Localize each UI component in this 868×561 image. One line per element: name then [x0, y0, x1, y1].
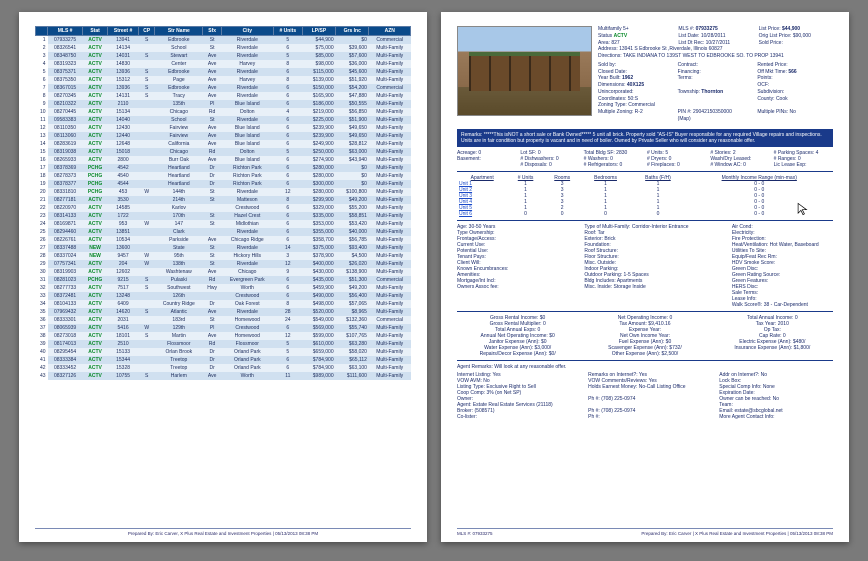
- table-row: 2008331810PCHG453W144thStRiverdale12$280…: [36, 188, 411, 196]
- table-row: 2208220970ACTV14585KarlovCrestwood6$329,…: [36, 204, 411, 212]
- right-footer: MLS #: 07933275 Prepared By: Eric Carver…: [457, 528, 833, 536]
- listing-table: MLS #StatStreet #CPStr NameSfxCity# Unit…: [35, 26, 411, 380]
- directions: Directions: TAKE INDIANA TO 139ST WEST T…: [598, 53, 833, 60]
- table-row: 208326541ACTV14134SchoolStRiverdale6$75,…: [36, 44, 411, 52]
- table-row: 1708378369PCHG4542HeartlandDrRichton Par…: [36, 164, 411, 172]
- table-row: 3507969432ACTV14620SAtlanticAveRiverdale…: [36, 308, 411, 316]
- table-row: 408319323ACTV14830CenterAveHarvey8$98,00…: [36, 60, 411, 68]
- table-row: 4008295454ACTV15133Orlan BrookDrOrland P…: [36, 348, 411, 356]
- table-row: 3908174013ACTV2510FlossmoorRdFlossmoor5$…: [36, 340, 411, 348]
- left-footer: Prepared By: Eric Carver, X Plus Real Es…: [35, 528, 411, 536]
- col-header: Street #: [107, 27, 138, 36]
- table-row: 3208277733ACTV7517SSouthwestHwyWorth6$45…: [36, 284, 411, 292]
- table-row: 1109583383ACTV14040SchoolStRiverdale6$22…: [36, 116, 411, 124]
- col-header: [36, 27, 48, 36]
- apartment-table: Apartment# UnitsRoomsBedroomsBaths (F/H)…: [457, 175, 833, 217]
- col-header: Stat: [83, 27, 108, 36]
- col-header: Sfx: [203, 27, 221, 36]
- table-row: 1808278373PCHG4540HeartlandDrRichton Par…: [36, 172, 411, 180]
- table-row: 4108333384ACTV15344TreetopDrOrland Park6…: [36, 356, 411, 364]
- col-header: Str Name: [155, 27, 203, 36]
- remarks: Remarks: *****This isNOT a short sale or…: [457, 129, 833, 148]
- table-row: 1308113060ACTV12440FairviewAveBlue Islan…: [36, 132, 411, 140]
- contact-grid: Internet Listing: YesRemarks on Internet…: [457, 372, 833, 420]
- table-row: 2808337024NEW9457W95thStHickory Hills3$3…: [36, 252, 411, 260]
- col-header: LP/SP: [302, 27, 335, 36]
- table-row: 2708337488NEW13600StateStRiverdale14$375…: [36, 244, 411, 252]
- col-header: Grs Inc: [336, 27, 369, 36]
- table-row: 4208333452ACTV15328TreetopDrOrland Park6…: [36, 364, 411, 372]
- title: Multifamily 5+: [598, 26, 672, 33]
- table-row: 708367015ACTV13936SEdbrookeAveRiverdale6…: [36, 84, 411, 92]
- table-row: 3608333301ACTV2031183rdStHomewood24$549,…: [36, 316, 411, 324]
- table-row: 2907757341ACTV204W138thStRiverdale12$400…: [36, 260, 411, 268]
- table-row: 608375350ACTV15312SPageAveHarvey8$139,00…: [36, 76, 411, 84]
- table-row: 3308372481ACTV13248126thCrestwood6$490,0…: [36, 292, 411, 300]
- table-row: 2308314133ACTV1722170thStHazel Crest6$33…: [36, 212, 411, 220]
- table-row: 1908378377PCHG4544HeartlandDrRichton Par…: [36, 180, 411, 188]
- financial-grid: Gross Rental Income: $0Net Operating Inc…: [457, 315, 833, 357]
- features-grid: Age: 30-50 YearsType of Multi-Family: Co…: [457, 224, 833, 308]
- table-row: 1008270445ACTV15134ChicagoRdDolton4$219,…: [36, 108, 411, 116]
- detail-header: Multifamily 5+ MLS #: 07933275 List Pric…: [457, 26, 833, 123]
- col-header: AZN: [369, 27, 411, 36]
- table-row: 3708065939ACTV5416W129thPlCrestwood6$569…: [36, 324, 411, 332]
- col-header: MLS #: [48, 27, 83, 36]
- table-row: 3108281023PCHG9215SPulaskiRdEvergreen Pa…: [36, 276, 411, 284]
- table-row: 2608226761ACTV10534ParksideAveChicago Ri…: [36, 236, 411, 244]
- table-row: 107933275ACTV13941SEdbrookeStRiverdale5$…: [36, 36, 411, 45]
- agent-remarks: Agent Remarks: Will look at any reasonab…: [457, 364, 833, 370]
- property-meta: Multifamily 5+ MLS #: 07933275 List Pric…: [598, 26, 833, 123]
- table-row: 308348750ACTV14031SStewartAveRiverdale5$…: [36, 52, 411, 60]
- table-row: 2408169871ACTV953W147StMidlothian6$353,0…: [36, 220, 411, 228]
- table-row: 1408283619ACTV12648CaliforniaAveBlue Isl…: [36, 140, 411, 148]
- left-page: MLS #StatStreet #CPStr NameSfxCity# Unit…: [19, 12, 427, 542]
- spec-grid: Acreage: 0Lot SF: 0Total Bldg SF: 2830# …: [457, 150, 833, 168]
- table-row: 4308327126ACTV10755SHarlemAveWorth11$989…: [36, 372, 411, 380]
- table-row: 3008319903ACTV12602WashtenawAveChicago9$…: [36, 268, 411, 276]
- col-header: CP: [139, 27, 155, 36]
- table-row: 1208110350ACTV12430FairviewAveBlue Islan…: [36, 124, 411, 132]
- table-row: 3408104133ACTV6409Country RidgeDrOak For…: [36, 300, 411, 308]
- table-row: 1508319038ACTV15018ChicagoRdDolton5$250,…: [36, 148, 411, 156]
- table-row: 3808273018ACTV18101SMartinAveHomewood12$…: [36, 332, 411, 340]
- property-photo: [457, 26, 592, 116]
- table-row: 1608265933ACTV2800Burr OakAveBlue Island…: [36, 156, 411, 164]
- col-header: # Units: [273, 27, 302, 36]
- right-page: Multifamily 5+ MLS #: 07933275 List Pric…: [441, 12, 849, 542]
- table-row: 808270345ACTV14131STracyAveRiverdale6$16…: [36, 92, 411, 100]
- table-row: 2108277181ACTV3530214thStMatteson8$299,9…: [36, 196, 411, 204]
- meta-grid: Sold by: Contract: Rented Price: Closed …: [598, 62, 833, 123]
- table-row: 908210322ACTV2110135thPlBlue Island6$186…: [36, 100, 411, 108]
- table-row: 508375371ACTV13936SEdbrookeAveRiverdale6…: [36, 68, 411, 76]
- col-header: City: [221, 27, 273, 36]
- table-row: 2508294460ACTV13851ClarkRiverdale6$355,0…: [36, 228, 411, 236]
- address: Address: 13941 S Edbrooke St ,Riverdale,…: [598, 46, 833, 53]
